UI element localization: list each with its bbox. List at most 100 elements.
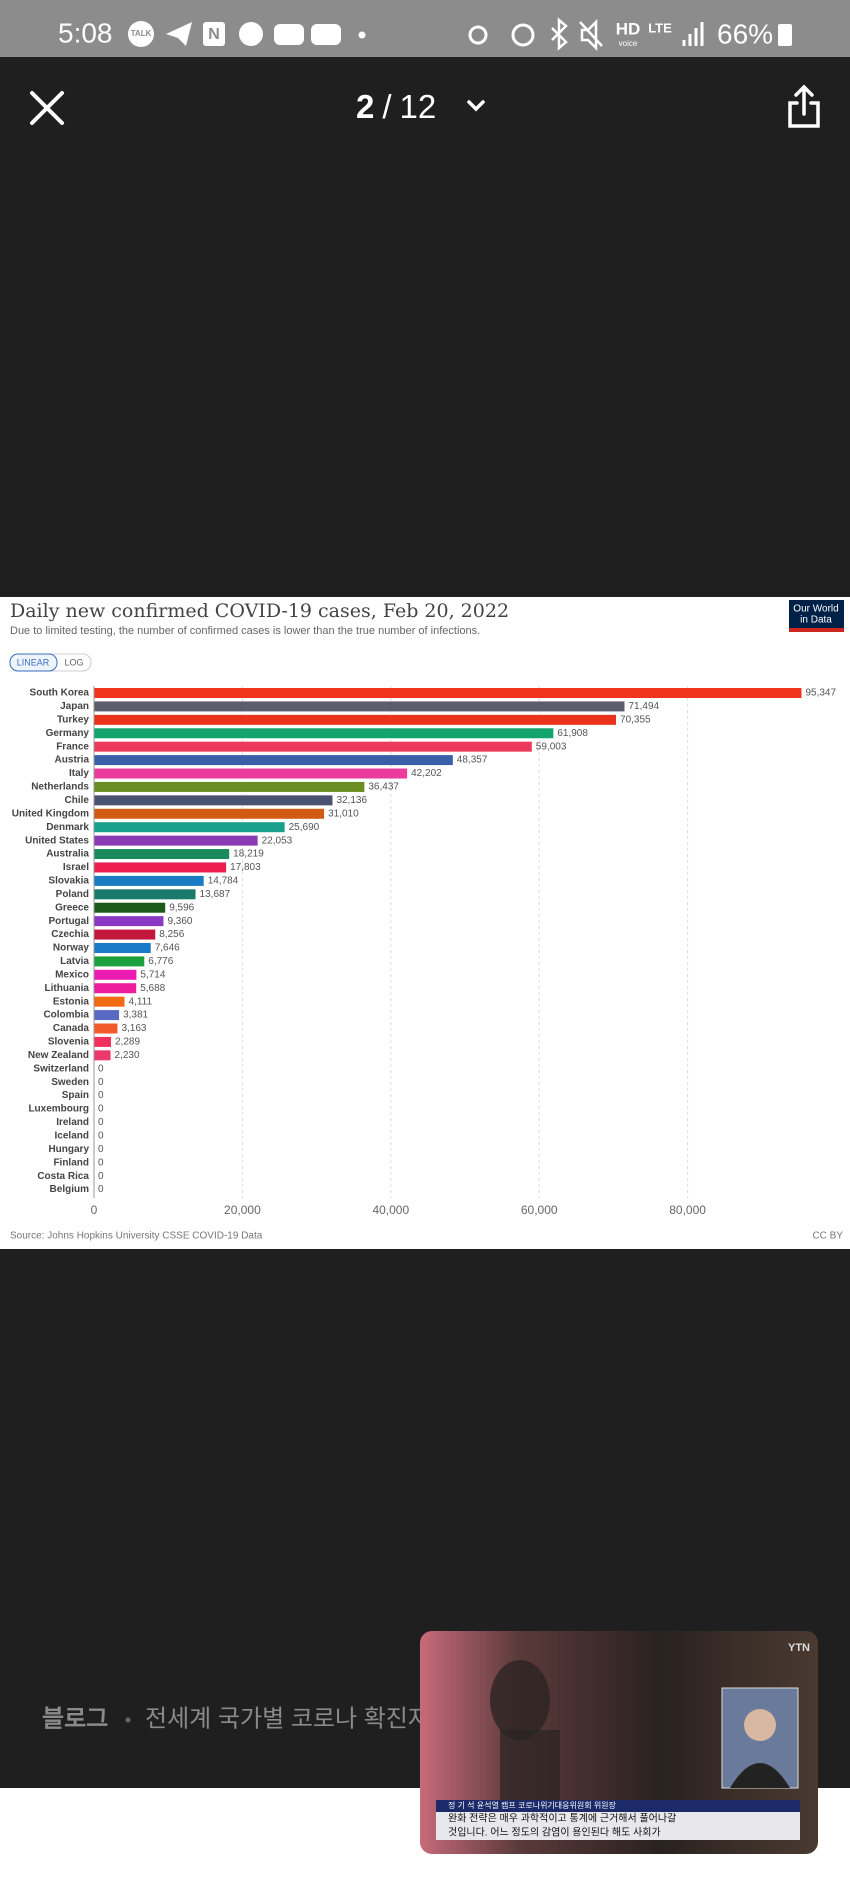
category-label: Mexico bbox=[55, 969, 89, 980]
x-tick-label: 60,000 bbox=[521, 1203, 558, 1217]
value-label: 36,437 bbox=[368, 782, 399, 793]
bar bbox=[94, 795, 333, 806]
category-label: Denmark bbox=[46, 822, 89, 833]
bar bbox=[94, 1023, 118, 1034]
chart: Daily new confirmed COVID-19 cases, Feb … bbox=[0, 597, 850, 1249]
naver-icon-text: N bbox=[208, 26, 220, 43]
value-label: 2,230 bbox=[115, 1050, 140, 1061]
page-dropdown[interactable] bbox=[467, 100, 485, 112]
x-tick-label: 80,000 bbox=[669, 1203, 706, 1217]
category-label: Iceland bbox=[55, 1131, 89, 1142]
value-label: 0 bbox=[98, 1157, 104, 1168]
category-label: Spain bbox=[62, 1090, 89, 1101]
value-label: 5,714 bbox=[140, 969, 165, 980]
bar bbox=[94, 808, 325, 819]
clock: 5:08 bbox=[58, 17, 113, 48]
bar bbox=[94, 902, 166, 913]
more-dot bbox=[358, 31, 366, 39]
bar bbox=[94, 1010, 120, 1021]
youtube-icon bbox=[274, 24, 304, 45]
voice-label: voice bbox=[619, 39, 638, 48]
category-label: Czechia bbox=[51, 929, 89, 940]
x-tick-label: 20,000 bbox=[224, 1203, 261, 1217]
talk-icon-text: TALK bbox=[131, 29, 152, 38]
key-icon bbox=[468, 25, 488, 45]
bar bbox=[94, 969, 137, 980]
bar bbox=[94, 996, 125, 1007]
blog-label[interactable]: 블로그 bbox=[42, 1705, 108, 1732]
category-label: Greece bbox=[55, 902, 89, 913]
chart-license: CC BY bbox=[812, 1231, 843, 1242]
value-label: 32,136 bbox=[336, 795, 367, 806]
bar bbox=[94, 862, 227, 873]
value-label: 0 bbox=[98, 1144, 104, 1155]
value-label: 18,219 bbox=[233, 849, 264, 860]
category-label: Lithuania bbox=[45, 983, 90, 994]
value-label: 0 bbox=[98, 1063, 104, 1074]
logo-text: Our World bbox=[793, 604, 838, 615]
value-label: 5,688 bbox=[140, 983, 165, 994]
value-label: 0 bbox=[98, 1184, 104, 1195]
page-indicator[interactable]: 2/12 bbox=[356, 88, 436, 125]
category-label: United States bbox=[25, 835, 89, 846]
bar bbox=[94, 688, 802, 698]
bar bbox=[94, 889, 196, 900]
bar bbox=[94, 849, 230, 860]
battery-percent: 66% bbox=[717, 18, 773, 49]
category-label: Slovenia bbox=[48, 1037, 90, 1048]
chart-source: Source: Johns Hopkins University CSSE CO… bbox=[10, 1231, 263, 1242]
separator-dot bbox=[125, 1717, 131, 1723]
log-button-label[interactable]: LOG bbox=[64, 657, 83, 667]
category-label: New Zealand bbox=[28, 1050, 89, 1061]
bar bbox=[94, 942, 151, 953]
value-label: 48,357 bbox=[457, 755, 488, 766]
video-figure bbox=[490, 1660, 550, 1740]
value-label: 8,256 bbox=[159, 929, 184, 940]
value-label: 0 bbox=[98, 1117, 104, 1128]
inset-suit bbox=[730, 1763, 790, 1788]
linear-button[interactable] bbox=[9, 653, 58, 672]
caption-box bbox=[436, 1812, 800, 1840]
category-label: Turkey bbox=[57, 714, 89, 725]
share-button[interactable] bbox=[788, 84, 820, 128]
category-label: Austria bbox=[55, 755, 90, 766]
category-label: Costa Rica bbox=[37, 1171, 89, 1182]
video-player[interactable]: YTN 정 기 석 윤석열 캠프 코로나위기대응위원회 위원장 완화 전략은 매… bbox=[420, 1631, 818, 1854]
bar bbox=[94, 1036, 111, 1047]
category-label: Finland bbox=[53, 1157, 89, 1168]
value-label: 42,202 bbox=[411, 768, 442, 779]
category-label: Poland bbox=[56, 889, 89, 900]
lte-label: LTE bbox=[648, 20, 672, 35]
bar bbox=[94, 1050, 111, 1061]
page-separator: / bbox=[382, 88, 392, 125]
blog-title[interactable]: 전세계 국가별 코로나 확진자 bbox=[145, 1705, 430, 1732]
category-label: Estonia bbox=[53, 996, 90, 1007]
value-label: 31,010 bbox=[328, 808, 359, 819]
category-label: Italy bbox=[69, 768, 89, 779]
bar bbox=[94, 714, 617, 725]
total-pages: 12 bbox=[400, 88, 437, 125]
category-label: Canada bbox=[53, 1023, 90, 1034]
bar bbox=[94, 875, 204, 886]
facebook-icon bbox=[239, 22, 263, 46]
category-label: Australia bbox=[46, 849, 89, 860]
logo-text: in Data bbox=[800, 615, 832, 626]
value-label: 0 bbox=[98, 1077, 104, 1088]
category-label: United Kingdom bbox=[12, 808, 89, 819]
value-label: 0 bbox=[98, 1104, 104, 1115]
close-button[interactable] bbox=[30, 91, 64, 125]
talk-icon bbox=[128, 21, 154, 47]
logo bbox=[789, 600, 844, 632]
category-label: Israel bbox=[63, 862, 89, 873]
category-label: Slovakia bbox=[48, 876, 89, 887]
value-label: 17,803 bbox=[230, 862, 261, 873]
category-label: Japan bbox=[60, 701, 89, 712]
caption-line: 것입니다. 어느 정도의 감염이 용인된다 해도 사회가 bbox=[448, 1826, 661, 1839]
bar bbox=[94, 701, 625, 712]
value-label: 95,347 bbox=[805, 688, 836, 699]
category-label: Colombia bbox=[43, 1010, 89, 1021]
category-label: France bbox=[56, 741, 89, 752]
value-label: 2,289 bbox=[115, 1037, 140, 1048]
